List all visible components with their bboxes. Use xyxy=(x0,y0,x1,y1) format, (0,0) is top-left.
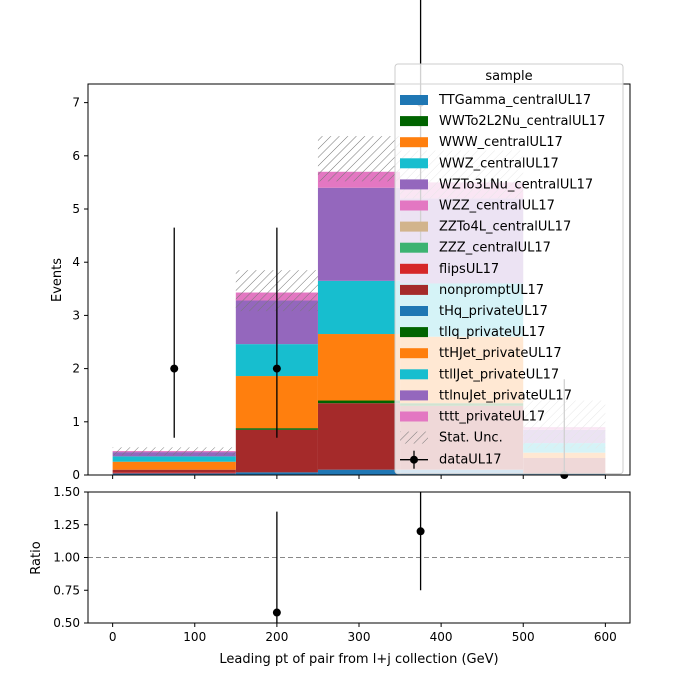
legend-swatch-thq-privateul17 xyxy=(400,306,428,316)
x-axis-label: Leading pt of pair from l+j collection (… xyxy=(219,652,498,667)
legend-label-wzz-centralul17: WZZ_centralUL17 xyxy=(439,199,555,214)
legend-label-tttt-privateul17: tttt_privateUL17 xyxy=(439,410,545,425)
legend-swatch-flipsul17 xyxy=(400,263,428,274)
legend-swatch-wzz-centralul17 xyxy=(400,200,428,211)
stat-unc-band-bin-2 xyxy=(317,136,401,182)
legend-label-wzto3lnu-centralul17: WZTo3LNu_centralUL17 xyxy=(439,177,593,192)
legend-title: sample xyxy=(485,69,532,84)
bar-ttgamma-centralul17-bin-2 xyxy=(317,469,401,475)
ratio-y-tick-label-1.00: 1.00 xyxy=(53,551,80,565)
bar-ttlljet-privateul17-bin-0 xyxy=(112,456,236,462)
legend-swatch-nonpromptul17 xyxy=(400,284,428,295)
legend-swatch-zzto4l-centralul17 xyxy=(400,221,428,232)
legend-label-flipsul17: flipsUL17 xyxy=(439,262,499,277)
main-y-tick-label-2: 2 xyxy=(72,362,80,376)
legend-swatch-zzz-centralul17 xyxy=(400,242,428,253)
main-y-tick-label-1: 1 xyxy=(72,415,80,429)
legend-swatch-tttt-privateul17 xyxy=(400,411,428,422)
ratio-y-ticks: 0.50 0.75 1.00 1.25 1.50 xyxy=(53,485,88,630)
bar-ttgamma-centralul17-bin-0 xyxy=(112,473,236,475)
legend-label-ttlljet-privateul17: ttllJet_privateUL17 xyxy=(439,367,559,382)
legend-label-zzz-centralul17: ZZZ_centralUL17 xyxy=(439,241,551,256)
legend-label-www-centralul17: WWW_centralUL17 xyxy=(439,135,563,150)
x-tick-label-300: 300 xyxy=(348,630,371,644)
main-x-ticks xyxy=(112,475,606,479)
legend-swatch-tllq-privateul17 xyxy=(400,327,428,338)
ratio-y-tick-label-0.75: 0.75 xyxy=(53,583,80,597)
legend-label-zzto4l-centralul17: ZZTo4L_centralUL17 xyxy=(439,220,571,235)
bar-flipsul17-bin-0 xyxy=(112,472,236,474)
ratio-y-axis-label: Ratio xyxy=(29,541,44,574)
legend-swatch-wwz-centralul17 xyxy=(400,158,428,169)
x-tick-label-200: 200 xyxy=(265,630,288,644)
main-y-axis-label: Events xyxy=(50,258,65,302)
legend-label-nonpromptul17: nonpromptUL17 xyxy=(439,283,544,298)
legend-swatch-www-centralul17 xyxy=(400,137,428,148)
ratio-y-tick-label-0.50: 0.50 xyxy=(53,616,80,630)
legend-swatch-stat-unc xyxy=(400,431,428,444)
legend-swatch-wwto2l2nu-centralul17 xyxy=(400,116,428,127)
main-y-tick-label-3: 3 xyxy=(72,308,80,322)
main-y-tick-label-6: 6 xyxy=(72,149,80,163)
x-tick-label-400: 400 xyxy=(430,630,453,644)
x-tick-label-600: 600 xyxy=(594,630,617,644)
legend-swatch-ttlnujet-privateul17 xyxy=(400,390,428,401)
x-tick-label-100: 100 xyxy=(183,630,206,644)
legend-label-wwz-centralul17: WWZ_centralUL17 xyxy=(439,156,559,171)
data-point-1 xyxy=(272,364,281,373)
stat-unc-band-bin-0 xyxy=(112,447,236,456)
ratio-y-tick-label-1.50: 1.50 xyxy=(53,485,80,499)
bar-tthjet-privateul17-bin-0 xyxy=(112,461,236,470)
bar-nonpromptul17-bin-0 xyxy=(112,469,236,473)
ratio-panel: 0 100 200 300 400 500 600 0.50 0.75 1.00 1.25 1.50… xyxy=(29,485,631,667)
legend-label-wwto2l2nu-centralul17: WWTo2L2Nu_centralUL17 xyxy=(439,114,605,129)
legend-label-ttgamma-centralul17: TTGamma_centralUL17 xyxy=(438,93,591,108)
legend-label-thq-privateul17: tHq_privateUL17 xyxy=(439,304,548,319)
bar-tllq-privateul17-bin-2 xyxy=(317,400,401,404)
ratio-x-ticks: 0 100 200 300 400 500 600 xyxy=(109,623,617,644)
main-y-tick-label-4: 4 xyxy=(72,255,80,269)
ratio-point-0 xyxy=(272,608,281,617)
main-y-tick-label-5: 5 xyxy=(72,202,80,216)
bar-ttlnujet-privateul17-bin-2 xyxy=(317,187,401,281)
legend-label-stat-unc: Stat. Unc. xyxy=(439,431,503,446)
legend-swatch-tthjet-privateul17 xyxy=(400,348,428,359)
legend-data-marker xyxy=(410,455,418,464)
bar-ttlljet-privateul17-bin-2 xyxy=(317,280,401,335)
legend-label-tthjet-privateul17: ttHJet_privateUL17 xyxy=(439,346,562,361)
x-tick-label-0: 0 xyxy=(109,630,117,644)
legend-label-data: dataUL17 xyxy=(439,453,502,468)
data-point-0 xyxy=(170,364,179,373)
legend-swatch-ttgamma-centralul17 xyxy=(400,95,428,105)
main-y-tick-label-7: 7 xyxy=(72,96,80,110)
legend-swatch-wzto3lnu-centralul17 xyxy=(400,179,428,190)
bar-tthjet-privateul17-bin-2 xyxy=(317,334,401,401)
legend-label-ttlnujet-privateul17: ttlnuJet_privateUL17 xyxy=(439,388,572,403)
legend: sample TTGamma_centralUL17 WWTo2L2Nu_centr… xyxy=(394,63,624,475)
legend-label-tllq-privateul17: tllq_privateUL17 xyxy=(439,325,545,340)
bar-nonpromptul17-bin-2 xyxy=(317,403,401,470)
main-y-tick-label-0: 0 xyxy=(72,468,80,482)
legend-swatch-ttlljet-privateul17 xyxy=(400,369,428,380)
main-y-ticks: 0 1 2 3 4 5 6 7 xyxy=(72,96,88,482)
ratio-point-1 xyxy=(416,527,425,536)
bar-ttgamma-centralul17-bin-1 xyxy=(235,472,318,475)
legend-box xyxy=(394,63,624,475)
ratio-y-tick-label-1.25: 1.25 xyxy=(53,518,80,532)
x-tick-label-500: 500 xyxy=(512,630,535,644)
